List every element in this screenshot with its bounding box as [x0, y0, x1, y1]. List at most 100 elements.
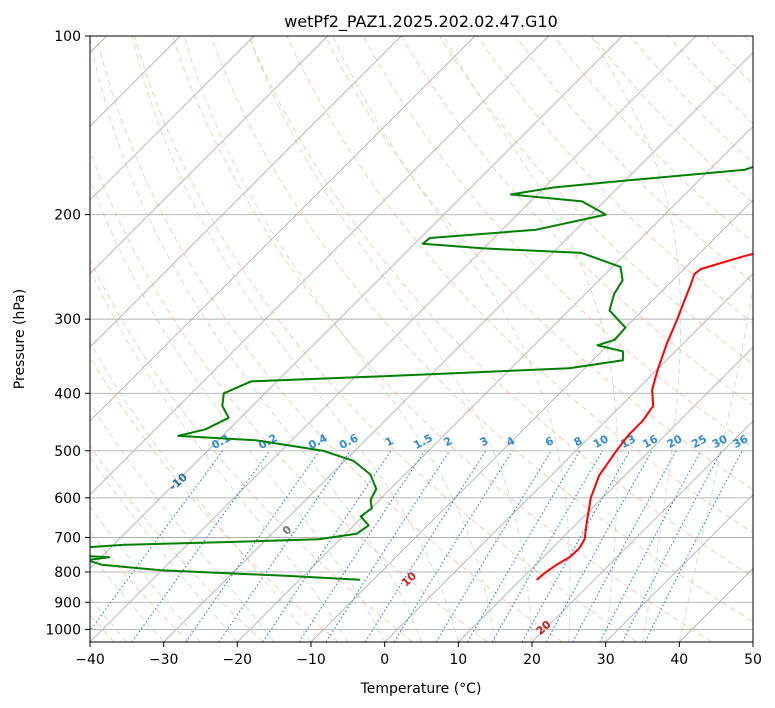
y-tick-label: 200	[54, 208, 81, 224]
isotherm-line	[237, 125, 753, 642]
moist-adiabat-line	[131, 36, 459, 642]
isotherm-line	[458, 346, 753, 642]
mixing-ratio-line	[644, 450, 743, 642]
moist-adiabat-line	[590, 36, 682, 642]
mixing-ratio-line	[545, 450, 653, 642]
dry-adiabat-label: -10	[167, 470, 191, 493]
y-tick-label: 1000	[45, 622, 81, 638]
isotherm-line	[90, 36, 255, 201]
mixing-ratio-line	[521, 450, 631, 642]
isotherm-line	[752, 641, 753, 642]
mixing-ratio-label: 3	[478, 434, 491, 449]
isotherm-line	[90, 36, 402, 348]
mixing-ratio-line	[467, 450, 581, 642]
y-tick-label: 100	[54, 29, 81, 45]
isotherm-line	[90, 36, 623, 569]
mixing-ratio-label: 20	[665, 432, 685, 451]
moist-adiabat-line	[90, 269, 349, 642]
mixing-ratio-label: 13	[618, 432, 638, 451]
x-tick-label: −30	[149, 652, 179, 668]
dry-adiabat-line	[210, 36, 753, 623]
mixing-ratio-line	[90, 450, 224, 632]
y-axis-ticks: 100 200 300 400 500 600 700 800 900 1000	[45, 29, 90, 638]
mixing-ratio-label: 1	[383, 434, 396, 449]
dry-adiabat-lines	[90, 36, 753, 642]
moist-adiabat-lines	[90, 36, 753, 642]
mixing-ratio-label: 10	[591, 432, 611, 451]
isotherm-line	[90, 36, 476, 422]
mixing-ratio-line	[298, 450, 426, 642]
isotherm-line	[90, 36, 549, 496]
x-axis-label: Temperature (°C)	[360, 681, 482, 697]
moist-adiabat-line	[90, 36, 422, 642]
mixing-ratio-label: 25	[689, 432, 709, 451]
moist-adiabat-line	[90, 456, 238, 642]
x-tick-label: −40	[75, 652, 105, 668]
mixing-ratio-line	[599, 450, 702, 642]
grid-labels: 0.10.20.40.611.52346810131620253036-100-…	[0, 374, 751, 638]
temperature-line	[536, 252, 753, 581]
mixing-ratio-label: 2	[442, 434, 455, 449]
moist-adiabat-line	[90, 177, 386, 642]
mixing-ratio-line	[572, 450, 677, 642]
dry-adiabat-line	[90, 531, 190, 642]
dry-adiabat-line	[172, 36, 712, 642]
mixing-ratio-label: 8	[572, 434, 585, 449]
mixing-ratio-label: 36	[731, 432, 751, 451]
dry-adiabat-line	[515, 36, 753, 284]
moist-adiabat-line	[678, 284, 753, 642]
moist-adiabat-line	[90, 505, 201, 642]
y-tick-label: 400	[54, 386, 81, 402]
mixing-ratio-line	[218, 450, 351, 642]
mixing-ratio-line	[325, 450, 451, 642]
mixing-ratio-line	[185, 450, 321, 642]
moist-adiabat-line	[183, 36, 496, 642]
isotherm-line	[90, 36, 328, 275]
dry-adiabat-line	[553, 36, 753, 244]
x-tick-label: −20	[223, 652, 253, 668]
isobar-lines	[90, 36, 753, 630]
chart-title: wetPf2_PAZ1.2025.202.02.47.G10	[284, 12, 558, 32]
dry-adiabat-line	[90, 259, 414, 642]
dry-adiabat-line	[324, 36, 753, 491]
dry-adiabat-line	[477, 36, 753, 324]
dry-adiabat-line	[667, 36, 753, 125]
moist-adiabat-line	[90, 552, 165, 642]
isotherm-line	[605, 494, 753, 642]
dry-adiabat-label: -30	[0, 374, 6, 397]
moist-adiabat-line	[90, 341, 312, 642]
mixing-ratio-label: 6	[543, 434, 556, 449]
mixing-ratio-lines	[90, 450, 743, 642]
y-axis-label: Pressure (hPa)	[12, 289, 28, 389]
mixing-ratio-label: 1.5	[411, 431, 434, 452]
x-tick-label: 50	[744, 652, 762, 668]
x-tick-label: 20	[523, 652, 541, 668]
isotherm-line	[679, 567, 753, 642]
x-tick-label: 0	[380, 652, 389, 668]
isotherm-line	[384, 273, 753, 642]
y-tick-label: 600	[54, 491, 81, 507]
moist-adiabat-line	[90, 402, 275, 642]
y-tick-label: 800	[54, 565, 81, 581]
dry-adiabat-line	[248, 36, 753, 578]
moist-adiabat-line	[90, 597, 128, 642]
isotherm-line	[163, 52, 753, 642]
y-tick-label: 300	[54, 312, 81, 328]
dry-adiabat-line	[705, 36, 753, 85]
mixing-ratio-label: 0.1	[209, 431, 232, 452]
isotherm-line	[531, 420, 753, 642]
mixing-ratio-label: 16	[640, 432, 660, 451]
dry-adiabat-line	[95, 36, 563, 642]
y-tick-label: 900	[54, 595, 81, 611]
dry-adiabat-line	[133, 36, 638, 642]
moist-adiabat-line	[443, 36, 618, 642]
mixing-ratio-line	[131, 450, 271, 642]
dewpoint-line	[90, 165, 753, 581]
mixing-ratio-line	[364, 450, 487, 642]
x-tick-label: 10	[449, 652, 467, 668]
y-tick-label: 500	[54, 444, 81, 460]
moist-adiabat-line	[332, 36, 571, 642]
plot-area: 0.10.20.40.611.52346810131620253036-100-…	[0, 36, 753, 642]
x-axis-ticks: −40 −30 −20 −10 0 10 20 30 40 50	[75, 642, 762, 668]
